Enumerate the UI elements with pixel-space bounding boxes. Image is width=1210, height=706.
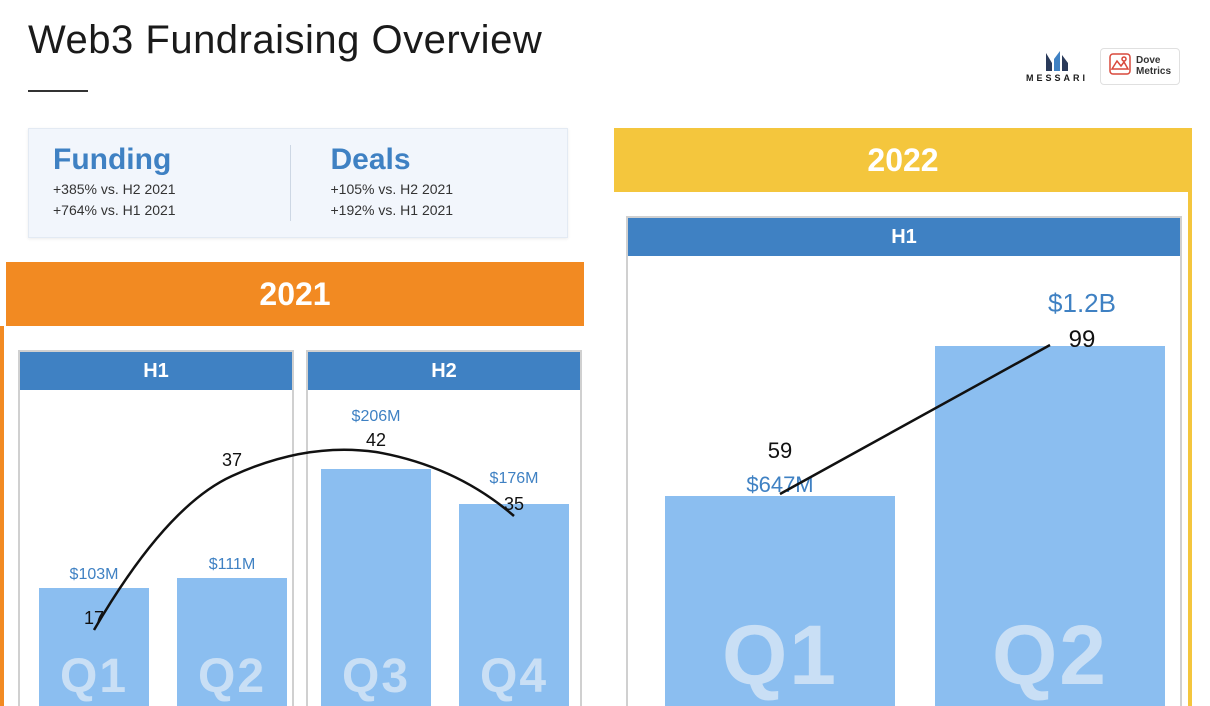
- dove-icon: [1109, 53, 1131, 80]
- title-underline: [28, 90, 88, 92]
- half-header-2021-h2: H2: [308, 352, 580, 390]
- stats-deals-title: Deals: [331, 145, 544, 175]
- q-label-2022-q2: Q2: [992, 607, 1108, 704]
- accent-rule-2021: [0, 326, 4, 706]
- stats-card: Funding +385% vs. H2 2021 +764% vs. H1 2…: [28, 128, 568, 238]
- funding-label-2021-q4: $176M: [490, 470, 539, 488]
- year-banner-2022: 2022: [614, 128, 1192, 192]
- messari-icon: [1045, 51, 1069, 71]
- q-label-2021-q2: Q2: [198, 649, 266, 704]
- deal-label-2021-q1: 17: [84, 608, 104, 629]
- chart-2021: H1 H2 $103M $111M $206M $176M 17 37 42 3…: [6, 326, 584, 706]
- chart-2022: H1 $647M $1.2B 59 99 Q1 Q2: [614, 192, 1192, 706]
- funding-label-2022-q1: $647M: [746, 472, 813, 498]
- funding-label-2021-q3: $206M: [352, 408, 401, 426]
- stats-deals: Deals +105% vs. H2 2021 +192% vs. H1 202…: [291, 129, 568, 237]
- stats-funding: Funding +385% vs. H2 2021 +764% vs. H1 2…: [29, 129, 290, 237]
- deal-label-2022-q2: 99: [1069, 326, 1096, 354]
- q-label-2022-q1: Q1: [722, 607, 838, 704]
- stats-funding-line1: +385% vs. H2 2021: [53, 179, 266, 200]
- stats-deals-line2: +192% vs. H1 2021: [331, 200, 544, 221]
- stats-deals-line1: +105% vs. H2 2021: [331, 179, 544, 200]
- q-label-2021-q1: Q1: [60, 649, 128, 704]
- deal-label-2021-q2: 37: [222, 450, 242, 471]
- q-label-2021-q4: Q4: [480, 649, 548, 704]
- page-title: Web3 Fundraising Overview: [28, 18, 542, 63]
- dove-logo-text: Dove Metrics: [1136, 56, 1171, 77]
- funding-label-2022-q2: $1.2B: [1048, 288, 1116, 319]
- deal-label-2021-q4: 35: [504, 494, 524, 515]
- half-header-2021-h1: H1: [20, 352, 292, 390]
- dove-metrics-logo: Dove Metrics: [1100, 48, 1180, 85]
- stats-funding-line2: +764% vs. H1 2021: [53, 200, 266, 221]
- stats-funding-title: Funding: [53, 145, 266, 175]
- year-banner-2021: 2021: [6, 262, 584, 326]
- messari-logo-text: MESSARI: [1026, 73, 1088, 83]
- logo-row: MESSARI Dove Metrics: [1026, 48, 1180, 85]
- q-label-2021-q3: Q3: [342, 649, 410, 704]
- funding-label-2021-q2: $111M: [209, 556, 256, 574]
- half-header-2022-h1: H1: [628, 218, 1180, 256]
- funding-label-2021-q1: $103M: [70, 566, 119, 584]
- deal-label-2021-q3: 42: [366, 430, 386, 451]
- messari-logo: MESSARI: [1026, 51, 1088, 83]
- deal-label-2022-q1: 59: [768, 438, 792, 464]
